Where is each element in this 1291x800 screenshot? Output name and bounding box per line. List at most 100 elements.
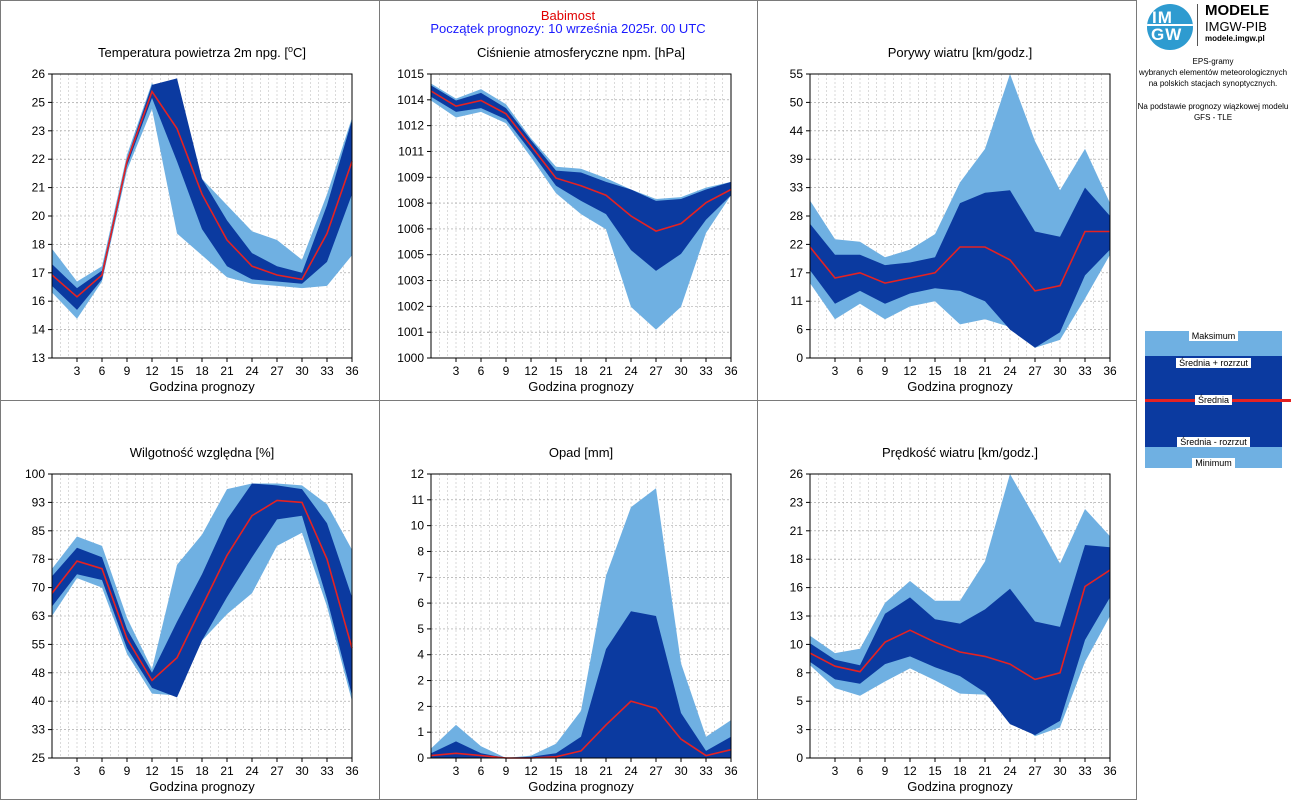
chart2-ytick-label: 1011 (398, 144, 424, 158)
legend-label-mean-plus: Średnia + rozrzut (1145, 358, 1282, 368)
chart3-xtick-label: 15 (928, 364, 942, 378)
chart4-xtick-label: 3 (74, 764, 81, 778)
legend: Maksimum Średnia + rozrzut Średnia Średn… (1145, 331, 1291, 468)
chart1-xtick-label: 30 (295, 364, 309, 378)
chart6-xtick-label: 3 (832, 764, 839, 778)
forecast-start: Początek prognozy: 10 września 2025r. 00… (430, 21, 706, 36)
chart3-ytick-label: 28 (790, 209, 804, 223)
chart4-ytick-label: 93 (32, 495, 46, 509)
chart5-xtick-label: 9 (503, 764, 510, 778)
chart6-xtick-label: 27 (1028, 764, 1042, 778)
chart3-ytick-label: 11 (791, 294, 804, 308)
chart3-xtick-label: 36 (1103, 364, 1117, 378)
chart1-ytick-label: 21 (32, 181, 46, 195)
chart1-xtick-label: 9 (124, 364, 131, 378)
chart2-xtick-label: 9 (503, 364, 510, 378)
chart2-xtick-label: 27 (649, 364, 663, 378)
chart3-ytick-label: 44 (790, 124, 804, 138)
chart5-ytick-label: 10 (411, 519, 425, 533)
legend-band-min (1145, 447, 1282, 468)
chart3-ytick-label: 50 (790, 95, 804, 109)
chart6-ytick-label: 0 (796, 751, 803, 765)
chart2-ytick-label: 1014 (397, 93, 424, 107)
chart2: 1000 1001 1002 1003 1005 1006 1008 1009 1011 1012… (397, 45, 738, 394)
chart6-xtick-label: 33 (1078, 764, 1092, 778)
chart1-ytick-label: 18 (32, 237, 46, 251)
chart5-xtick-label: 30 (674, 764, 688, 778)
chart4-xtick-label: 15 (170, 764, 184, 778)
chart2-xtick-label: 15 (549, 364, 563, 378)
legend-text-max: Maksimum (1188, 331, 1239, 341)
chart2-xtick-label: 12 (524, 364, 538, 378)
chart6-ytick-label: 13 (790, 609, 804, 623)
logo-mark-bottom: GW (1151, 25, 1183, 44)
chart6-ytick-label: 23 (790, 495, 804, 509)
chart2-ytick-label: 1000 (397, 351, 424, 365)
info-line-3: na polskich stacjach synoptycznych. (1148, 79, 1278, 88)
chart5-xtick-label: 27 (649, 764, 663, 778)
chart1-xtick-label: 36 (345, 364, 359, 378)
chart1-title-part: Temperatura powietrza 2m npg. [ (98, 45, 288, 60)
chart5-band-spread (431, 611, 731, 758)
chart6-ytick-label: 3 (796, 723, 803, 737)
chart5-ytick-label: 4 (417, 648, 424, 662)
imgw-logo-mark: IM GW (1147, 4, 1193, 50)
chart4-ytick-label: 85 (32, 524, 46, 538)
chart3-xlabel: Godzina prognozy (907, 379, 1013, 394)
logo-subtitle: IMGW-PIB (1205, 19, 1267, 34)
chart4-xtick-label: 9 (124, 764, 131, 778)
chart3-ytick-label: 55 (790, 67, 804, 81)
chart2-xtick-label: 3 (453, 364, 460, 378)
chart6-xtick-label: 12 (903, 764, 917, 778)
chart1-xtick-label: 33 (320, 364, 334, 378)
chart4-ytick-label: 70 (32, 581, 46, 595)
chart3-ytick-label: 0 (796, 351, 803, 365)
chart4-ytick-label: 55 (32, 637, 46, 651)
chart4-xtick-label: 24 (245, 764, 259, 778)
chart5-ytick-label: 8 (417, 544, 424, 558)
chart3-band-spread (810, 187, 1110, 348)
chart2-xtick-label: 6 (478, 364, 485, 378)
chart6-xtick-label: 24 (1003, 764, 1017, 778)
chart1-title: Temperatura powietrza 2m npg. [oC] (98, 44, 306, 60)
chart3-xtick-label: 27 (1028, 364, 1042, 378)
chart2-ytick-label: 1003 (397, 274, 424, 288)
chart6-title: Prędkość wiatru [km/godz.] (882, 445, 1038, 460)
legend-label-mean: Średnia (1145, 395, 1282, 405)
chart6-ytick-label: 10 (790, 637, 804, 651)
chart1-ytick-label: 25 (32, 95, 46, 109)
chart3-xtick-label: 24 (1003, 364, 1017, 378)
chart4-ytick-label: 78 (32, 552, 46, 566)
chart6-xtick-label: 21 (978, 764, 992, 778)
chart6-ytick-label: 8 (796, 666, 803, 680)
legend-label-max: Maksimum (1145, 331, 1282, 341)
chart5-ytick-label: 0 (417, 751, 424, 765)
chart6-xtick-label: 9 (882, 764, 889, 778)
logo-mark-top: IM (1152, 8, 1173, 27)
chart2-ytick-label: 1009 (397, 170, 424, 184)
chart1-xtick-label: 18 (195, 364, 209, 378)
chart6-ytick-label: 21 (790, 524, 804, 538)
chart5-xtick-label: 15 (549, 764, 563, 778)
chart5-ytick-label: 12 (411, 467, 425, 481)
chart2-ytick-label: 1015 (397, 67, 424, 81)
chart5-ytick-label: 5 (417, 622, 424, 636)
chart1-ytick-label: 16 (32, 294, 46, 308)
chart4-mean-line (51, 499, 353, 682)
legend-text-min: Minimum (1192, 458, 1235, 468)
chart4-band-spread (52, 483, 352, 698)
chart1-xtick-label: 3 (74, 364, 81, 378)
chart1-title-part: C] (293, 45, 306, 60)
chart5-ytick-label: 11 (412, 493, 425, 507)
info-line-2: wybranych elementów meteorologicznych (1138, 68, 1288, 77)
chart4-xtick-label: 12 (145, 764, 159, 778)
chart1-xtick-label: 12 (145, 364, 159, 378)
chart5-mean-line (430, 700, 732, 759)
chart1-ytick-label: 13 (32, 351, 46, 365)
chart1-xtick-label: 24 (245, 364, 259, 378)
chart1-ytick-label: 23 (32, 124, 46, 138)
chart4-ytick-label: 48 (32, 666, 46, 680)
